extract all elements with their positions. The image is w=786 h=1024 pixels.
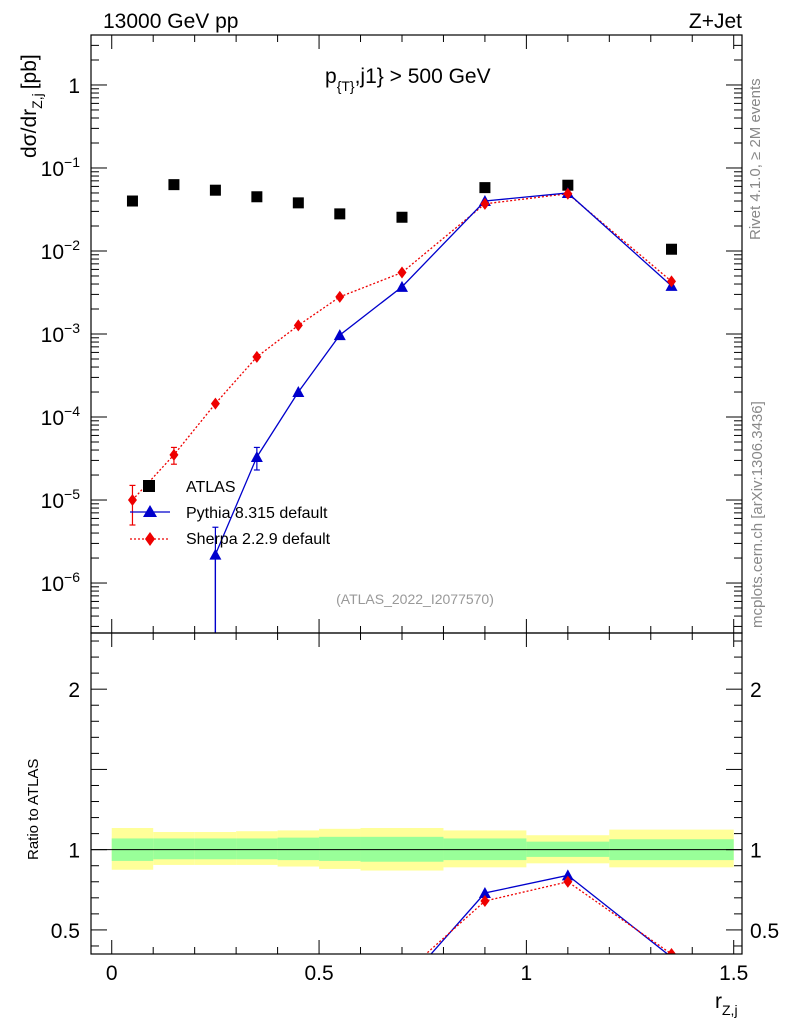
legend-sherpa-label: Sherpa 2.2.9 default [186,531,331,548]
pythia-point [209,548,222,560]
atlas-point [168,179,180,191]
sherpa-point [335,290,345,303]
sherpa-point [252,350,262,363]
y-tick-label: 10−6 [41,569,81,596]
band-green-1 [153,838,195,860]
atlas-point [292,197,304,209]
y-tick-label: 10−5 [41,486,81,513]
y-tick-base: 10 [41,573,64,596]
band-green-3 [236,838,278,860]
y-tick-label: 10−3 [41,320,81,347]
y-tick-base: 10 [41,241,64,264]
side-label-bottom: mcplots.cern.ch [arXiv:1306.3436] [749,401,766,628]
legend: ATLAS Pythia 8.315 default Sherpa 2.2.9 … [130,479,331,548]
ratio-tick-label-right: 1 [750,840,762,863]
sherpa-point [293,319,303,332]
y-tick-exp: −2 [64,237,80,253]
legend-atlas-label: ATLAS [186,479,236,496]
y-tick-label: 1 [68,75,80,98]
y-tick-exp: −4 [64,403,80,419]
atlas-point [396,211,408,223]
sherpa-point [127,494,137,507]
pythia-point [292,386,305,398]
pythia-ratio-point [478,887,491,899]
atlas-point [209,184,221,196]
axis-ticks [91,34,742,954]
y-axis-label: dσ/drZ,j [pb] [18,54,45,158]
title-sub: {T} [337,78,355,94]
legend-pythia-marker [143,505,157,517]
y-tick-base: 10 [41,407,64,430]
x-axis-label-main: r [715,990,722,1013]
chart-title: p{T},j1} > 500 GeV [325,65,491,94]
y-tick-base: 10 [41,158,64,181]
y-axis-label-sub: Z,j [29,93,45,109]
main-panel-data [126,179,678,633]
y-tick-label: 10−1 [41,154,81,181]
atlas-point [666,243,678,255]
pythia-ratio-point [561,869,574,881]
ratio-bands [111,828,734,871]
atlas-point [126,195,138,207]
ratio-tick-label-right: 0.5 [750,920,779,943]
sherpa-point [667,275,677,288]
sherpa-point [210,397,220,410]
sherpa-point [480,197,490,210]
side-label-top: Rivet 4.1.0, ≥ 2M events [747,78,764,240]
ratio-tick-label-left: 1 [68,840,80,863]
atlas-point [251,191,263,203]
x-tick-label: 1 [521,962,533,985]
y-tick-base: 10 [41,490,64,513]
pythia-point [333,329,346,341]
y-axis-label-main: dσ/dr [18,109,41,158]
ratio-tick-label-left: 2 [68,679,80,702]
header-right: Z+Jet [689,10,742,33]
sherpa-ratio-point [563,875,573,888]
pythia-point [250,450,263,462]
x-tick-label: 0.5 [304,962,333,985]
title-rest: ,j1} > 500 GeV [355,65,491,88]
analysis-id: (ATLAS_2022_I2077570) [336,591,494,607]
sherpa-point [563,187,573,200]
y-axis-label-unit: [pb] [18,54,41,89]
atlas-point [562,179,574,191]
sherpa-point [169,448,179,461]
sherpa-ratio-point [667,948,677,954]
y-tick-exp: −1 [64,154,80,170]
ratio-panel-data [424,869,677,954]
ratio-y-axis-label: Ratio to ATLAS [25,759,42,860]
atlas-point [479,182,491,194]
header-left: 13000 GeV pp [103,10,238,33]
ratio-panel-frame [90,632,743,955]
band-green-5 [319,836,361,861]
sherpa-line [131,193,672,501]
sherpa-point [397,266,407,279]
x-tick-label: 0 [106,962,118,985]
legend-atlas-marker [143,480,155,492]
y-tick-exp: −6 [64,569,80,585]
sherpa-ratio-line [424,881,672,954]
x-axis-label-sub: Z,j [722,1002,738,1018]
ratio-tick-label-left: 0.5 [51,920,80,943]
legend-sherpa-marker [145,532,155,546]
pythia-point [395,280,408,292]
sherpa-ratio-point [480,895,490,908]
x-axis-label: rZ,j [715,990,738,1018]
band-green-4 [277,837,320,861]
y-tick-exp: −3 [64,320,80,336]
pythia-line [214,192,672,633]
y-tick-exp: −5 [64,486,80,502]
x-tick-label: 1.5 [719,962,748,985]
ratio-tick-label-right: 2 [750,679,762,702]
atlas-point [334,208,346,220]
legend-pythia-label: Pythia 8.315 default [186,505,328,522]
band-green-2 [194,838,237,860]
y-tick-label: 10−2 [41,237,81,264]
title-p: p [325,65,337,88]
y-tick-base: 10 [41,324,64,347]
y-tick-label: 10−4 [41,403,81,430]
pythia-ratio-line [430,874,669,954]
